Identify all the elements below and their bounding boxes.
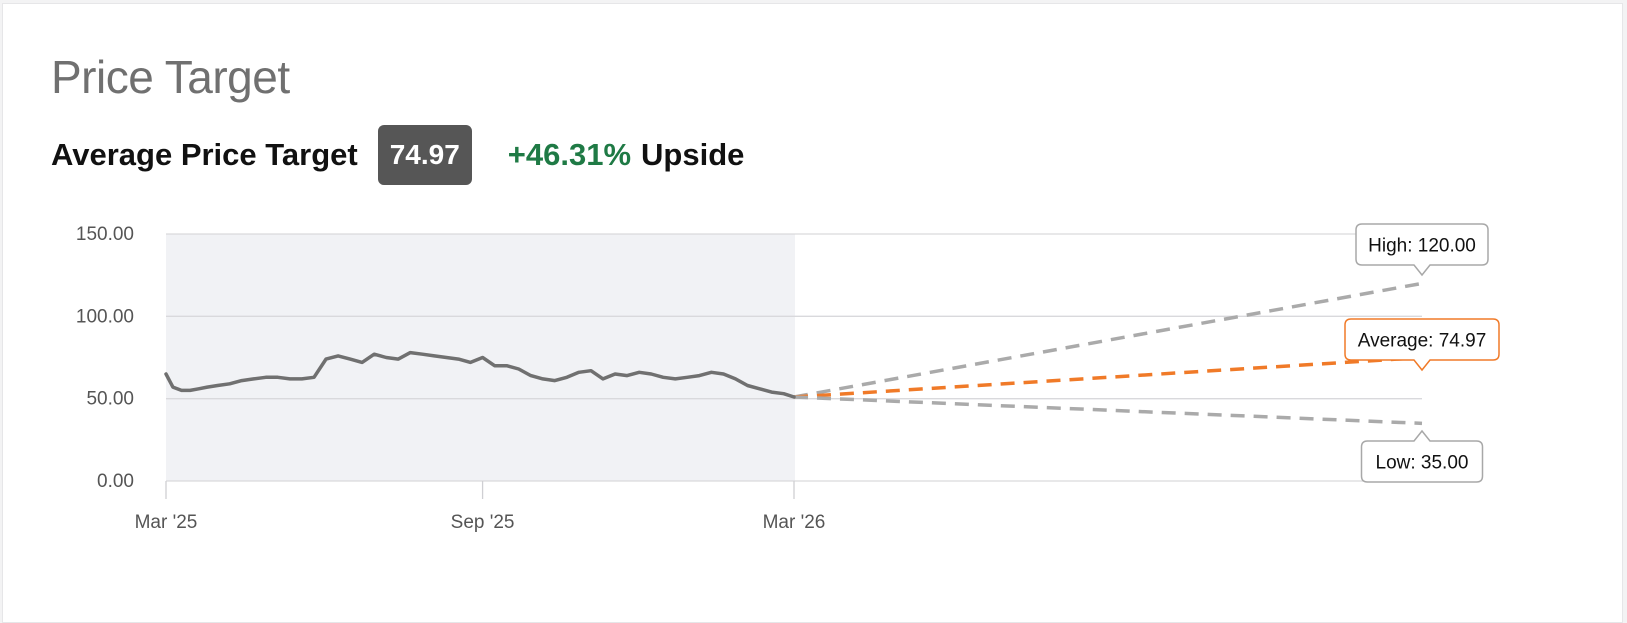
x-tick-label: Mar '25 [135, 512, 198, 533]
high-callout-label: High: 120.00 [1368, 236, 1476, 257]
average-target-row: Average Price Target 74.97 +46.31% Upsid… [51, 124, 744, 186]
average-target-badge: 74.97 [377, 125, 472, 185]
low-callout-label: Low: 35.00 [1376, 453, 1469, 474]
x-tick-label: Mar '26 [763, 512, 826, 533]
y-tick-label: 0.00 [97, 471, 134, 492]
high-callout-box [1355, 223, 1489, 277]
page-title: Price Target [51, 51, 290, 103]
average-callout-box [1344, 318, 1500, 372]
low-callout-box [1360, 429, 1484, 483]
y-tick-label: 150.00 [76, 224, 134, 245]
projection-high-line [793, 281, 1423, 399]
y-tick-label: 100.00 [76, 306, 134, 327]
average-target-label: Average Price Target [51, 137, 358, 172]
price-history-line [164, 350, 796, 399]
projection-low-line [793, 395, 1423, 426]
x-tick-label: Sep '25 [451, 512, 515, 533]
upside-percent: +46.31% [507, 137, 632, 172]
projection-average-line [793, 355, 1423, 399]
average-callout-label: Average: 74.97 [1358, 331, 1487, 352]
upside-label: Upside [641, 137, 745, 172]
y-tick-label: 50.00 [86, 389, 134, 410]
